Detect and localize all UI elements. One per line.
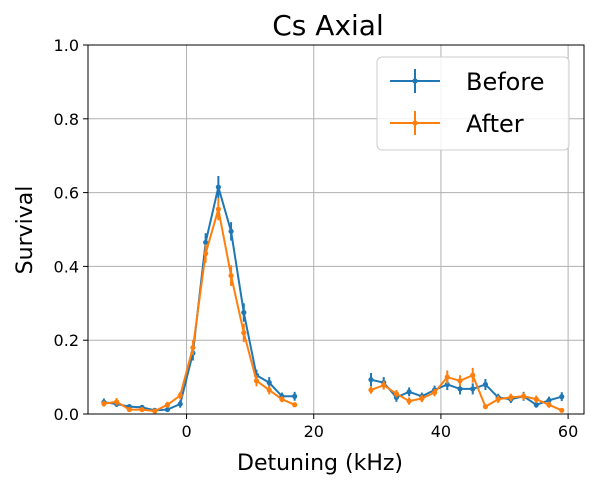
x-axis-label: Detuning (kHz) <box>237 451 403 476</box>
data-point-before <box>292 393 298 399</box>
data-point-after <box>152 408 158 414</box>
data-point-after <box>228 273 234 279</box>
data-point-before <box>203 239 209 246</box>
data-point-before <box>241 309 247 316</box>
y-tick-label: 0.2 <box>54 331 79 350</box>
data-point-after <box>444 374 450 380</box>
series-line-after <box>370 373 563 412</box>
data-point-after <box>520 393 527 399</box>
data-point-after <box>431 389 438 396</box>
legend-marker-before <box>412 78 418 84</box>
legend-entries: Before After <box>390 68 544 138</box>
data-point-after <box>368 387 374 393</box>
data-point-after <box>381 382 387 388</box>
y-axis-label: Survival <box>13 186 38 275</box>
data-point-after <box>203 250 209 257</box>
data-point-before <box>228 228 234 234</box>
y-tick-label: 0.0 <box>54 405 79 424</box>
data-point-after <box>559 407 565 413</box>
data-point-after <box>279 396 285 402</box>
data-point-before <box>470 386 476 392</box>
series-layer <box>101 175 565 414</box>
data-point-before <box>533 402 539 408</box>
legend: Before After <box>376 56 570 151</box>
data-point-before <box>444 381 450 388</box>
data-point-before <box>559 394 565 400</box>
x-tick-label: 60 <box>558 422 578 441</box>
data-point-after <box>419 395 425 402</box>
data-point-before <box>215 184 221 190</box>
x-axis: 0 20 40 60 <box>181 414 578 441</box>
data-point-after <box>457 378 463 384</box>
data-point-after <box>266 387 272 393</box>
data-point-after <box>253 378 260 384</box>
data-point-before <box>266 380 272 386</box>
x-tick-label: 20 <box>304 422 324 441</box>
data-point-after <box>164 402 171 408</box>
data-point-after <box>126 406 132 413</box>
data-point-after <box>508 394 514 400</box>
y-tick-label: 0.6 <box>54 184 79 203</box>
data-point-after <box>533 396 539 402</box>
data-point-before <box>406 389 412 395</box>
data-point-after <box>190 344 196 351</box>
legend-marker-after <box>412 120 418 126</box>
y-tick-label: 1.0 <box>54 36 79 55</box>
data-point-before <box>164 406 171 413</box>
data-point-after <box>495 396 501 402</box>
data-point-after <box>241 330 247 336</box>
legend-label-after: After <box>466 110 524 138</box>
legend-label-before: Before <box>466 68 544 96</box>
x-tick-label: 0 <box>181 422 191 441</box>
y-axis: 0.0 0.2 0.4 0.6 0.8 1.0 <box>54 36 88 424</box>
x-tick-label: 40 <box>431 422 451 441</box>
y-tick-label: 0.8 <box>54 110 79 129</box>
series-line-before <box>370 378 563 406</box>
data-point-after <box>292 402 298 408</box>
data-point-after <box>470 372 476 378</box>
data-point-after <box>114 399 120 405</box>
data-point-after <box>482 404 489 410</box>
series-before <box>101 175 565 413</box>
data-point-before <box>546 397 552 403</box>
data-point-after <box>177 392 183 399</box>
data-point-before <box>482 381 489 388</box>
data-point-before <box>457 386 463 392</box>
data-point-after <box>101 401 107 407</box>
data-point-after <box>139 406 145 413</box>
data-point-after <box>406 398 412 404</box>
data-point-before <box>368 377 374 383</box>
data-point-before <box>177 401 183 407</box>
plot-frame <box>87 44 585 415</box>
y-tick-label: 0.4 <box>54 257 79 276</box>
series-after <box>101 198 565 414</box>
data-point-after <box>393 391 400 397</box>
chart-title: Cs Axial <box>272 9 383 42</box>
data-point-after <box>215 206 221 212</box>
data-point-after <box>546 402 552 408</box>
series-line-after <box>103 208 296 413</box>
